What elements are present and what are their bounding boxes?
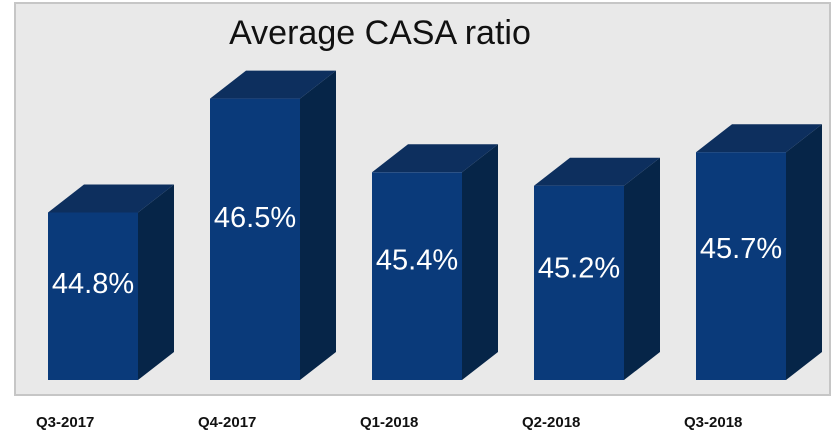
bar-side-face — [786, 124, 822, 380]
data-label: 45.7% — [700, 233, 782, 265]
category-axis: Q3-2017 Q4-2017 Q1-2018 Q2-2018 Q3-2018 — [36, 414, 742, 431]
bar-top-face — [534, 157, 660, 186]
bar-Q1-2018: 45.4% — [372, 144, 498, 380]
bar-front-face — [372, 172, 462, 380]
category-label: Q2-2018 — [522, 414, 580, 431]
bar-Q4-2017: 46.5% — [210, 70, 336, 380]
data-label: 45.4% — [376, 245, 458, 277]
data-label: 44.8% — [52, 268, 134, 300]
bar-side-face — [624, 157, 660, 380]
data-label: 45.2% — [538, 252, 620, 284]
bar-top-face — [696, 124, 822, 153]
category-label: Q3-2018 — [684, 414, 742, 431]
bar-top-face — [48, 184, 174, 213]
bar-Q3-2017: 44.8% — [48, 184, 174, 380]
bar-top-face — [372, 144, 498, 173]
category-label: Q4-2017 — [198, 414, 256, 431]
bars-layer: 44.8% 46.5% 45.4% 45.2% 45.7% — [48, 70, 822, 380]
bar-front-face — [696, 152, 786, 380]
bar-Q3-2018: 45.7% — [696, 124, 822, 380]
bar-side-face — [300, 70, 336, 380]
chart-title: Average CASA ratio — [229, 14, 531, 52]
bar-side-face — [138, 184, 174, 380]
bar-top-face — [210, 70, 336, 99]
category-label: Q3-2017 — [36, 414, 94, 431]
category-label: Q1-2018 — [360, 414, 418, 431]
bar-front-face — [48, 212, 138, 380]
data-label: 46.5% — [214, 202, 296, 234]
bar-side-face — [462, 144, 498, 380]
bar-front-face — [534, 185, 624, 380]
bar-Q2-2018: 45.2% — [534, 157, 660, 380]
bar-front-face — [210, 98, 300, 380]
